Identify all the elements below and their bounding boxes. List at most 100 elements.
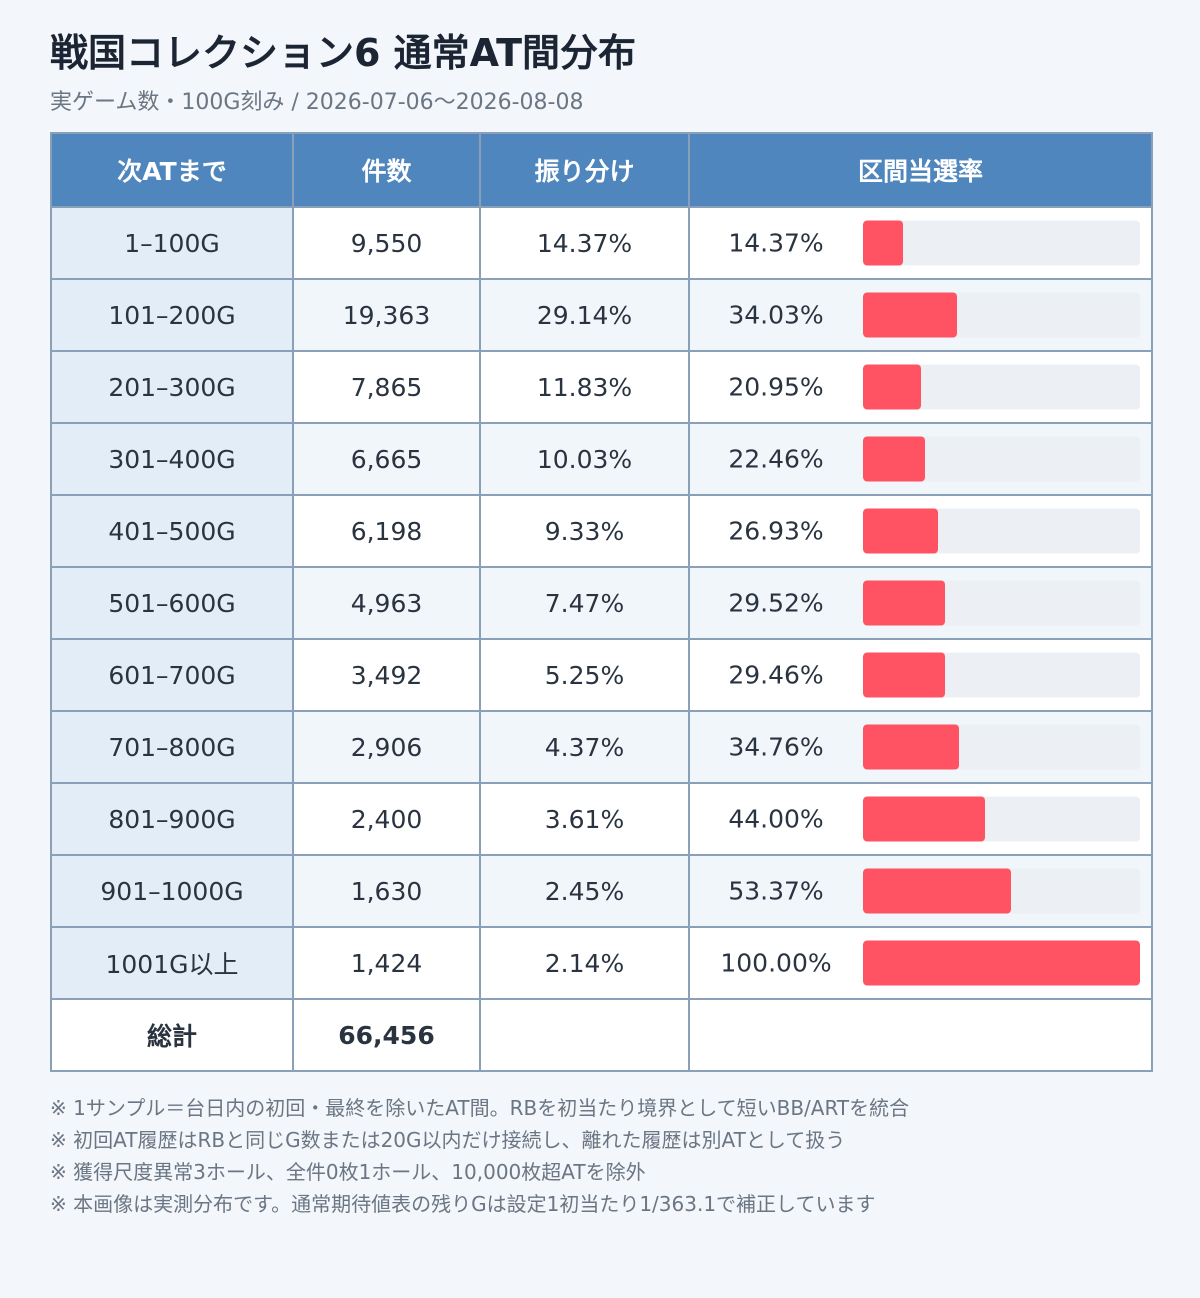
- rate-bar-track: [863, 940, 1140, 986]
- rate-bar-track: [863, 652, 1140, 698]
- table-row: 701–800G 2,906 4.37% 34.76%: [50, 710, 1153, 784]
- range-cell: 401–500G: [50, 494, 294, 568]
- table-row: 101–200G 19,363 29.14% 34.03%: [50, 278, 1153, 352]
- rate-cell: 44.00%: [688, 782, 1153, 856]
- total-count: 66,456: [292, 998, 481, 1072]
- range-cell: 101–200G: [50, 278, 294, 352]
- rate-label: 22.46%: [728, 444, 824, 474]
- table-row: 501–600G 4,963 7.47% 29.52%: [50, 566, 1153, 640]
- share-cell: 7.47%: [479, 566, 690, 640]
- column-header-count: 件数: [292, 132, 481, 208]
- rate-cell: 29.46%: [688, 638, 1153, 712]
- share-cell: 2.14%: [479, 926, 690, 1000]
- share-cell: 29.14%: [479, 278, 690, 352]
- count-cell: 2,400: [292, 782, 481, 856]
- rate-cell: 14.37%: [688, 206, 1153, 280]
- share-cell: 4.37%: [479, 710, 690, 784]
- count-cell: 6,665: [292, 422, 481, 496]
- rate-cell: 100.00%: [688, 926, 1153, 1000]
- range-cell: 901–1000G: [50, 854, 294, 928]
- share-cell: 10.03%: [479, 422, 690, 496]
- rate-bar-track: [863, 868, 1140, 914]
- table-row: 1–100G 9,550 14.37% 14.37%: [50, 206, 1153, 280]
- rate-bar: [863, 796, 985, 842]
- rate-bar: [863, 220, 903, 266]
- rate-label: 44.00%: [728, 804, 824, 834]
- table-row: 901–1000G 1,630 2.45% 53.37%: [50, 854, 1153, 928]
- rate-bar: [863, 508, 938, 554]
- footnote: ※ 初回AT履歴はRBと同じG数または20G以内だけ接続し、離れた履歴は別ATと…: [50, 1128, 846, 1152]
- share-cell: 2.45%: [479, 854, 690, 928]
- column-header-rate: 区間当選率: [688, 132, 1153, 208]
- range-cell: 201–300G: [50, 350, 294, 424]
- count-cell: 1,630: [292, 854, 481, 928]
- footnote: ※ 1サンプル＝台日内の初回・最終を除いたAT間。RBを初当たり境界として短いB…: [50, 1096, 910, 1120]
- range-cell: 1–100G: [50, 206, 294, 280]
- table-header-row: 次ATまで 件数 振り分け 区間当選率: [50, 132, 1153, 208]
- rate-bar-track: [863, 364, 1140, 410]
- rate-label: 14.37%: [728, 228, 824, 258]
- rate-cell: 26.93%: [688, 494, 1153, 568]
- range-cell: 301–400G: [50, 422, 294, 496]
- page-subtitle: 実ゲーム数・100G刻み / 2026-07-06〜2026-08-08: [50, 90, 584, 115]
- distribution-table: 次ATまで 件数 振り分け 区間当選率 1–100G 9,550 14.37% 14.…: [50, 132, 1153, 1072]
- footnotes: ※ 1サンプル＝台日内の初回・最終を除いたAT間。RBを初当たり境界として短いB…: [50, 1092, 909, 1220]
- count-cell: 7,865: [292, 350, 481, 424]
- table-row: 601–700G 3,492 5.25% 29.46%: [50, 638, 1153, 712]
- count-cell: 9,550: [292, 206, 481, 280]
- rate-bar: [863, 436, 926, 482]
- rate-bar: [863, 364, 922, 410]
- total-row: 総計 66,456: [50, 998, 1153, 1072]
- rate-bar: [863, 652, 945, 698]
- table-row: 301–400G 6,665 10.03% 22.46%: [50, 422, 1153, 496]
- rate-label: 26.93%: [728, 516, 824, 546]
- rate-bar: [863, 580, 945, 626]
- rate-cell: 34.76%: [688, 710, 1153, 784]
- rate-label: 29.46%: [728, 660, 824, 690]
- footnote: ※ 本画像は実測分布です。通常期待値表の残りGは設定1初当たり1/363.1で補…: [50, 1192, 876, 1216]
- rate-cell: 53.37%: [688, 854, 1153, 928]
- rate-label: 29.52%: [728, 588, 824, 618]
- rate-cell: 22.46%: [688, 422, 1153, 496]
- page-title: 戦国コレクション6 通常AT間分布: [50, 31, 637, 75]
- rate-cell: 34.03%: [688, 278, 1153, 352]
- rate-label: 34.76%: [728, 732, 824, 762]
- table-row: 201–300G 7,865 11.83% 20.95%: [50, 350, 1153, 424]
- share-cell: 5.25%: [479, 638, 690, 712]
- rate-label: 100.00%: [720, 948, 832, 978]
- share-cell: 11.83%: [479, 350, 690, 424]
- rate-bar: [863, 292, 958, 338]
- rate-label: 53.37%: [728, 876, 824, 906]
- rate-bar-track: [863, 220, 1140, 266]
- table-row: 801–900G 2,400 3.61% 44.00%: [50, 782, 1153, 856]
- range-cell: 501–600G: [50, 566, 294, 640]
- rate-cell: 29.52%: [688, 566, 1153, 640]
- total-share-empty: [479, 998, 690, 1072]
- count-cell: 6,198: [292, 494, 481, 568]
- share-cell: 9.33%: [479, 494, 690, 568]
- footnote: ※ 獲得尺度異常3ホール、全件0枚1ホール、10,000枚超ATを除外: [50, 1160, 646, 1184]
- total-label: 総計: [50, 998, 294, 1072]
- share-cell: 3.61%: [479, 782, 690, 856]
- rate-bar: [863, 940, 1140, 986]
- table-row: 401–500G 6,198 9.33% 26.93%: [50, 494, 1153, 568]
- count-cell: 2,906: [292, 710, 481, 784]
- rate-label: 34.03%: [728, 300, 824, 330]
- rate-bar: [863, 724, 960, 770]
- rate-bar-track: [863, 580, 1140, 626]
- rate-bar-track: [863, 292, 1140, 338]
- rate-bar: [863, 868, 1011, 914]
- total-rate-empty: [688, 998, 1153, 1072]
- rate-cell: 20.95%: [688, 350, 1153, 424]
- rate-label: 20.95%: [728, 372, 824, 402]
- table-row: 1001G以上 1,424 2.14% 100.00%: [50, 926, 1153, 1000]
- column-header-range: 次ATまで: [50, 132, 294, 208]
- range-cell: 601–700G: [50, 638, 294, 712]
- column-header-share: 振り分け: [479, 132, 690, 208]
- count-cell: 19,363: [292, 278, 481, 352]
- count-cell: 4,963: [292, 566, 481, 640]
- rate-bar-track: [863, 724, 1140, 770]
- range-cell: 701–800G: [50, 710, 294, 784]
- count-cell: 1,424: [292, 926, 481, 1000]
- rate-bar-track: [863, 796, 1140, 842]
